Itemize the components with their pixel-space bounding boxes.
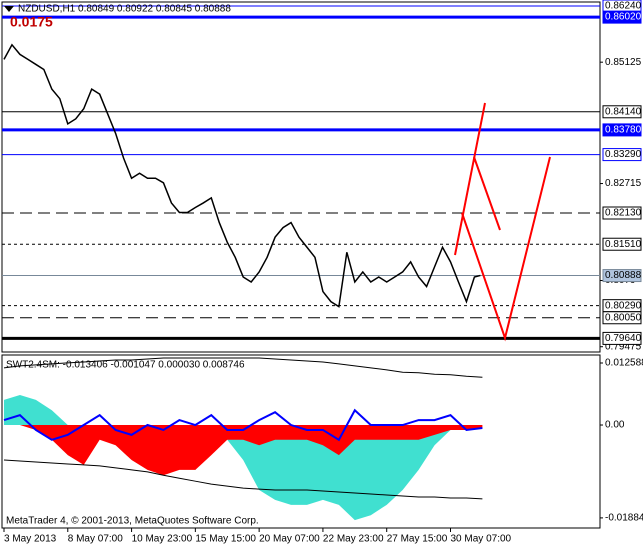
x-tick-label: 15 May 15:00 xyxy=(195,534,256,545)
level-label: 0.82130 xyxy=(605,208,642,219)
indicator-line xyxy=(3,408,483,442)
x-tick-label: 22 May 23:00 xyxy=(323,534,384,545)
main-panel xyxy=(1,1,601,353)
level-label: 0.86240 xyxy=(605,1,642,12)
y-tick-label: 0.00 xyxy=(605,420,625,431)
x-tick-label: 30 May 07:00 xyxy=(451,534,512,545)
price-line xyxy=(3,43,481,308)
indicator-chart: 0.012588 0.00 -0.018849 xyxy=(3,357,643,524)
level-label: 0.83780 xyxy=(605,125,642,136)
level-label-box xyxy=(602,148,642,162)
red-line xyxy=(454,102,486,256)
level-label-box xyxy=(602,311,642,325)
symbol-header: NZDUSD,H1 0.80849 0.80922 0.80845 0.8088… xyxy=(18,4,231,15)
level-label: 0.79640 xyxy=(605,333,642,344)
x-tick-label: 8 May 07:00 xyxy=(68,534,123,545)
red-line xyxy=(461,156,551,342)
y-tick-label: -0.018849 xyxy=(605,513,643,524)
level-label-box xyxy=(602,123,642,137)
level-label-box xyxy=(602,269,642,283)
x-tick-label: 10 May 23:00 xyxy=(132,534,193,545)
red-line xyxy=(473,156,501,231)
x-tick-label: 27 May 15:00 xyxy=(387,534,448,545)
level-label: 0.83290 xyxy=(605,149,642,160)
indicator-header: SWT2.4SM: -0.013406 -0.001047 0.000030 0… xyxy=(6,360,245,371)
drawn-zigzag xyxy=(454,102,551,342)
indicator-area xyxy=(3,425,483,476)
x-tick-label: 20 May 07:00 xyxy=(259,534,320,545)
level-label-box xyxy=(602,10,642,24)
level-label-box xyxy=(602,237,642,251)
copyright: MetaTrader 4, © 2001-2013, MetaQuotes So… xyxy=(6,516,259,527)
level-label: 0.80888 xyxy=(605,270,642,281)
level-label: 0.84140 xyxy=(605,106,642,117)
level-label: 0.81510 xyxy=(605,239,642,250)
y-tick-label: 0.85125 xyxy=(605,57,642,68)
level-label-box xyxy=(602,206,642,220)
level-label-box xyxy=(602,105,642,119)
indicator-panel xyxy=(1,354,601,529)
y-tick-label: 0.82715 xyxy=(605,178,642,189)
level-label: 0.80050 xyxy=(605,312,642,323)
y-tick-label: 0.012588 xyxy=(605,358,643,369)
indicator-line xyxy=(3,357,483,378)
level-label: 0.86020 xyxy=(605,12,642,23)
menu-arrow[interactable] xyxy=(4,6,14,12)
spread-label: 0.0175 xyxy=(10,14,53,30)
main-chart: 0.851250.827150.80790.794750.862400.8602… xyxy=(2,0,642,352)
indicator-line xyxy=(3,459,483,500)
x-tick-label: 3 May 2013 xyxy=(4,534,57,545)
level-label-box xyxy=(602,331,642,345)
y-tick-label: 0.79475 xyxy=(605,341,642,352)
level-label: 0.80290 xyxy=(605,300,642,311)
